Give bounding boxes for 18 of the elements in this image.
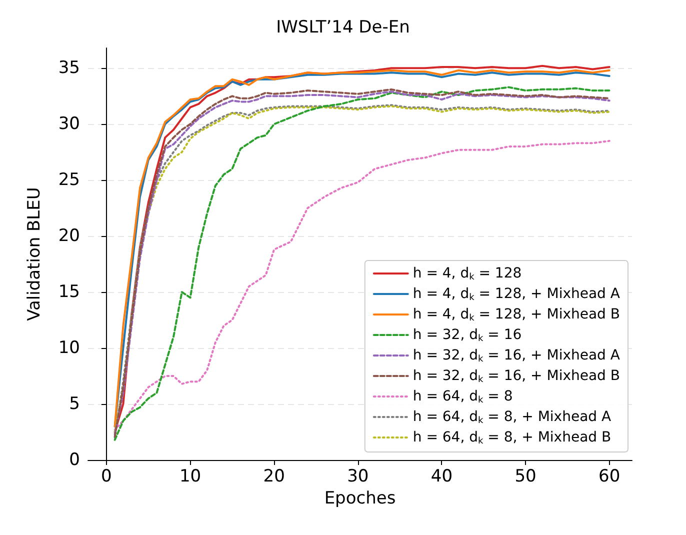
x-axis-title: Epoches <box>324 488 396 508</box>
x-tick-label: 40 <box>430 466 453 486</box>
y-tick-label: 35 <box>58 58 80 78</box>
y-tick-label: 10 <box>58 338 80 358</box>
y-tick-label: 25 <box>58 170 80 190</box>
y-tick-label: 0 <box>69 450 80 470</box>
x-tick-label: 30 <box>347 466 369 486</box>
y-tick-label: 20 <box>58 226 80 246</box>
x-tick-label: 50 <box>514 466 536 486</box>
x-tick-label: 0 <box>101 466 112 486</box>
y-tick-label: 15 <box>58 282 80 302</box>
x-tick-label: 20 <box>263 466 285 486</box>
x-tick-label: 60 <box>598 466 620 486</box>
y-axis-title: Validation BLEU <box>24 187 44 321</box>
x-tick-label: 10 <box>179 466 202 486</box>
y-tick-label: 5 <box>69 394 80 414</box>
y-tick-label: 30 <box>58 114 80 134</box>
chart-title: IWSLT’14 De-En <box>276 18 410 38</box>
